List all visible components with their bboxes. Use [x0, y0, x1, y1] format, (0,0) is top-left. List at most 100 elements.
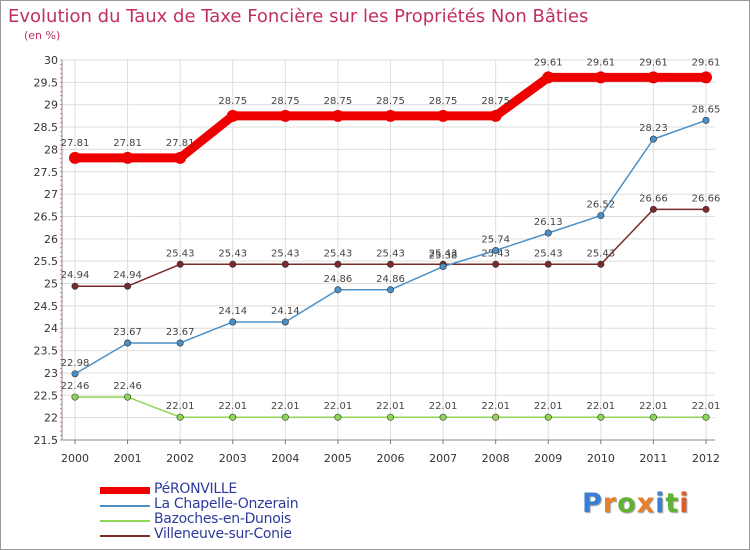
data-point: [229, 413, 237, 421]
data-label: 22.01: [481, 401, 510, 412]
data-label: 22.46: [61, 381, 90, 392]
data-label: 28.75: [218, 96, 247, 107]
data-point: [647, 71, 660, 84]
data-label: 25.43: [376, 248, 405, 259]
data-point: [597, 212, 605, 220]
data-point: [229, 318, 237, 326]
data-label: 26.13: [534, 217, 563, 228]
legend-label-la-chapelle-onzerain: La Chapelle-Onzerain: [154, 496, 299, 512]
data-label: 25.74: [481, 234, 510, 245]
y-tick-label: 28: [44, 143, 58, 156]
x-tick-label: 2002: [166, 452, 194, 465]
chart-title: Evolution du Taux de Taxe Foncière sur l…: [8, 6, 589, 27]
legend-label-peronville: PéRONVILLE: [154, 481, 237, 497]
data-label: 29.61: [587, 57, 616, 68]
plot-area: [62, 60, 715, 440]
data-label: 26.66: [692, 193, 721, 204]
data-point: [279, 109, 292, 122]
data-point: [71, 370, 79, 378]
logo-letter: t: [665, 488, 680, 519]
y-tick-label: 24.5: [34, 300, 59, 313]
x-tick-label: 2010: [587, 452, 615, 465]
data-point: [281, 318, 289, 326]
x-tick-label: 2012: [692, 452, 720, 465]
data-point: [121, 151, 134, 164]
data-label: 25.43: [324, 248, 353, 259]
x-tick-label: 2006: [377, 452, 405, 465]
y-tick-label: 29: [44, 99, 58, 112]
legend-label-villeneuve-sur-conie: Villeneuve-sur-Conie: [154, 526, 292, 542]
data-label: 22.98: [61, 358, 90, 369]
legend-swatch-peronville: [100, 487, 150, 494]
data-point: [492, 260, 500, 268]
x-tick-label: 2003: [219, 452, 247, 465]
data-label: 25.43: [587, 248, 616, 259]
x-tick-label: 2004: [271, 452, 299, 465]
data-label: 25.43: [534, 248, 563, 259]
data-point: [544, 413, 552, 421]
data-label: 29.61: [692, 57, 721, 68]
x-tick-label: 2000: [61, 452, 89, 465]
logo-letter: x: [636, 488, 656, 519]
x-tick-label: 2008: [482, 452, 510, 465]
data-point: [124, 282, 132, 290]
data-label: 28.75: [324, 96, 353, 107]
data-point: [489, 109, 502, 122]
logo-letter: o: [617, 488, 637, 519]
y-tick-label: 24: [44, 322, 58, 335]
data-label: 22.01: [166, 401, 195, 412]
y-tick-label: 22: [44, 412, 58, 425]
x-tick-label: 2001: [114, 452, 142, 465]
data-point: [174, 151, 187, 164]
logo-letter: P: [582, 488, 603, 519]
data-point: [176, 260, 184, 268]
x-tick-label: 2005: [324, 452, 352, 465]
data-label: 27.81: [113, 138, 142, 149]
data-label: 29.61: [534, 57, 563, 68]
legend-swatch-la-chapelle-onzerain: [100, 505, 150, 507]
data-label: 24.94: [113, 270, 142, 281]
data-point: [649, 205, 657, 213]
data-point: [649, 135, 657, 143]
logo-letter: i: [679, 488, 690, 519]
y-tick-label: 23.5: [34, 345, 59, 358]
data-label: 27.81: [61, 138, 90, 149]
data-point: [702, 205, 710, 213]
y-tick-label: 26: [44, 233, 58, 246]
data-label: 22.01: [692, 401, 721, 412]
data-label: 26.66: [639, 193, 668, 204]
data-point: [384, 109, 397, 122]
data-label: 26.52: [587, 200, 616, 211]
proxiti-logo: Proxiti: [582, 488, 690, 519]
data-label: 28.75: [376, 96, 405, 107]
y-unit-label: (en %): [24, 29, 61, 42]
y-tick-label: 27: [44, 188, 58, 201]
data-point: [649, 413, 657, 421]
y-tick-label: 23: [44, 367, 58, 380]
data-point: [439, 413, 447, 421]
data-label: 22.01: [639, 401, 668, 412]
data-point: [437, 109, 450, 122]
data-label: 22.01: [587, 401, 616, 412]
data-label: 24.86: [376, 274, 405, 285]
data-point: [542, 71, 555, 84]
data-label: 25.38: [429, 251, 458, 262]
data-point: [544, 229, 552, 237]
x-tick-label: 2011: [639, 452, 667, 465]
data-label: 23.67: [113, 327, 142, 338]
data-point: [334, 286, 342, 294]
data-point: [124, 339, 132, 347]
data-point: [71, 282, 79, 290]
data-point: [594, 71, 607, 84]
data-point: [439, 263, 447, 271]
data-label: 22.01: [271, 401, 300, 412]
data-point: [281, 413, 289, 421]
data-point: [69, 151, 81, 164]
data-point: [597, 260, 605, 268]
data-point: [334, 260, 342, 268]
data-point: [702, 413, 710, 421]
y-tick-label: 29.5: [34, 76, 59, 89]
data-point: [492, 246, 500, 254]
data-label: 22.01: [429, 401, 458, 412]
